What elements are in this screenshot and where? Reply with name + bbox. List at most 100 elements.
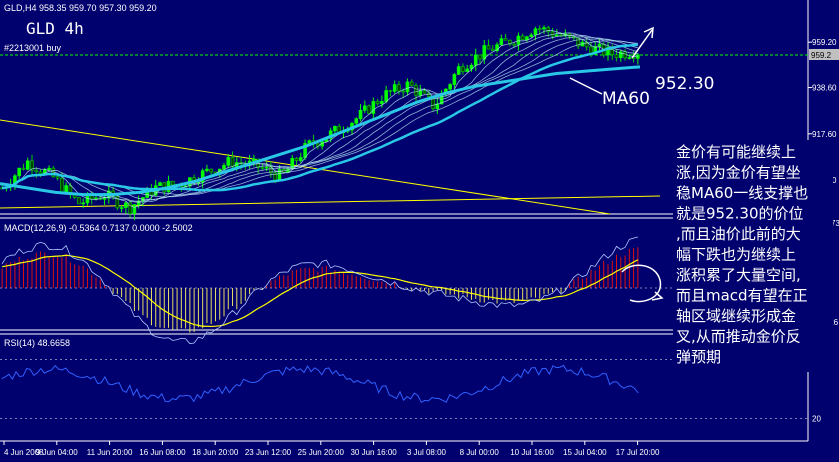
rsi-pane	[0, 359, 808, 419]
candle-body	[478, 54, 482, 60]
price-pane	[0, 25, 641, 221]
rsi-line	[1, 364, 639, 404]
price-tick-label: 917.60	[812, 130, 837, 139]
time-tick-label: 30 Jun 16:00	[350, 448, 397, 457]
candle-body	[516, 35, 521, 45]
order-label: #2213001 buy	[4, 43, 62, 53]
candle-body	[491, 48, 495, 51]
time-tick-label: 4 Jun 2008	[4, 448, 44, 457]
ma-fan-line	[2, 36, 638, 201]
trendline-flat	[0, 195, 661, 209]
note-line: 幅下跌也为继续上	[676, 246, 796, 264]
candle-body	[499, 38, 504, 45]
note-line: 弹预期	[676, 348, 721, 366]
candle-body	[363, 105, 367, 111]
candle-body	[222, 165, 226, 170]
candle-body	[132, 204, 137, 214]
candle-body	[124, 202, 128, 208]
macd-circle-arrowhead	[651, 291, 664, 301]
time-tick-label: 18 Jun 20:00	[192, 448, 239, 457]
macd-circle-annotation	[621, 264, 662, 303]
candle-body	[294, 157, 299, 161]
time-tick-label: 9 Jun 04:00	[36, 448, 78, 457]
candle-body	[25, 160, 30, 170]
time-tick-label: 8 Jul 00:00	[460, 448, 500, 457]
last-price-tag	[809, 49, 839, 60]
candle-body	[473, 54, 478, 66]
candle-body	[119, 207, 124, 209]
time-tick-label: 17 Jul 20:00	[616, 448, 660, 457]
rsi-tick-label: 20	[812, 414, 821, 423]
candle-body	[422, 90, 427, 94]
candle-body	[503, 38, 508, 41]
candle-body	[358, 110, 363, 120]
candle-body	[495, 44, 499, 51]
candle-body	[21, 167, 26, 170]
time-tick-label: 23 Jun 12:00	[245, 448, 292, 457]
candle-body	[614, 54, 619, 58]
candle-body	[226, 157, 231, 166]
candle-body	[38, 171, 43, 174]
time-tick-label: 3 Jul 08:00	[407, 448, 447, 457]
macd-label: MACD(12,26,9) -0.5364 0.7137 0.0000 -2.5…	[4, 223, 193, 233]
ma-fan-line	[2, 34, 638, 202]
candle-body	[64, 185, 68, 193]
ma40-line	[1, 43, 638, 192]
candle-body	[380, 101, 384, 104]
candle-body	[371, 101, 376, 114]
note-line: 涨,因为金价有望坐	[676, 164, 801, 182]
candle-body	[333, 125, 337, 132]
support-level-label: 952.30	[655, 74, 714, 94]
ma60-pointer-arrow	[569, 77, 603, 95]
candle-body	[597, 43, 602, 47]
candle-body	[252, 158, 256, 162]
note-line: 轴区域继续形成金	[676, 307, 796, 325]
candle-body	[260, 167, 265, 169]
candle-body	[158, 182, 162, 186]
candle-body	[401, 90, 405, 93]
candle-body	[508, 39, 512, 45]
candle-body	[354, 118, 359, 124]
note-line: 稳MA60一线支撑也	[676, 184, 808, 202]
candle-body	[482, 45, 487, 60]
time-tick-label: 10 Jul 16:00	[510, 448, 554, 457]
time-tick-label: 25 Jun 20:00	[298, 448, 345, 457]
candle-body	[525, 36, 529, 40]
price-tick-label: 938.60	[812, 84, 837, 93]
candle-body	[375, 101, 380, 104]
candle-body	[452, 74, 457, 85]
candle-body	[392, 84, 397, 92]
candle-body	[593, 46, 597, 55]
candle-body	[200, 170, 205, 183]
candle-body	[456, 66, 461, 75]
last-price-value: 959.2	[811, 51, 832, 60]
candle-body	[171, 180, 175, 186]
candle-body	[627, 57, 632, 59]
ma60-label: MA60	[602, 89, 650, 109]
candle-body	[60, 177, 64, 193]
quote-label: GLD,H4 958.35 959.70 957.30 959.20	[4, 3, 157, 13]
candle-body	[555, 34, 559, 37]
candle-body	[533, 28, 538, 36]
candle-body	[384, 90, 388, 102]
candle-body	[81, 202, 85, 205]
candle-body	[623, 51, 627, 59]
candle-body	[47, 167, 51, 171]
time-tick-label: 15 Jul 04:00	[563, 448, 607, 457]
time-tick-label: 11 Jun 20:00	[87, 448, 133, 457]
price-tick-label: 959.20	[812, 38, 837, 47]
note-line: 金价有可能继续上	[676, 143, 796, 161]
candle-body	[546, 27, 551, 33]
candle-body	[414, 85, 418, 96]
ma-fan-line	[2, 30, 638, 208]
candle-body	[230, 157, 235, 168]
candle-body	[606, 46, 610, 56]
note-background	[673, 140, 833, 372]
symbol-label: GLD 4h	[26, 19, 84, 38]
candle-body	[465, 68, 469, 72]
candle-body	[529, 34, 533, 38]
candle-body	[77, 197, 81, 205]
up-arrow	[631, 29, 653, 59]
candle-body	[128, 202, 132, 214]
